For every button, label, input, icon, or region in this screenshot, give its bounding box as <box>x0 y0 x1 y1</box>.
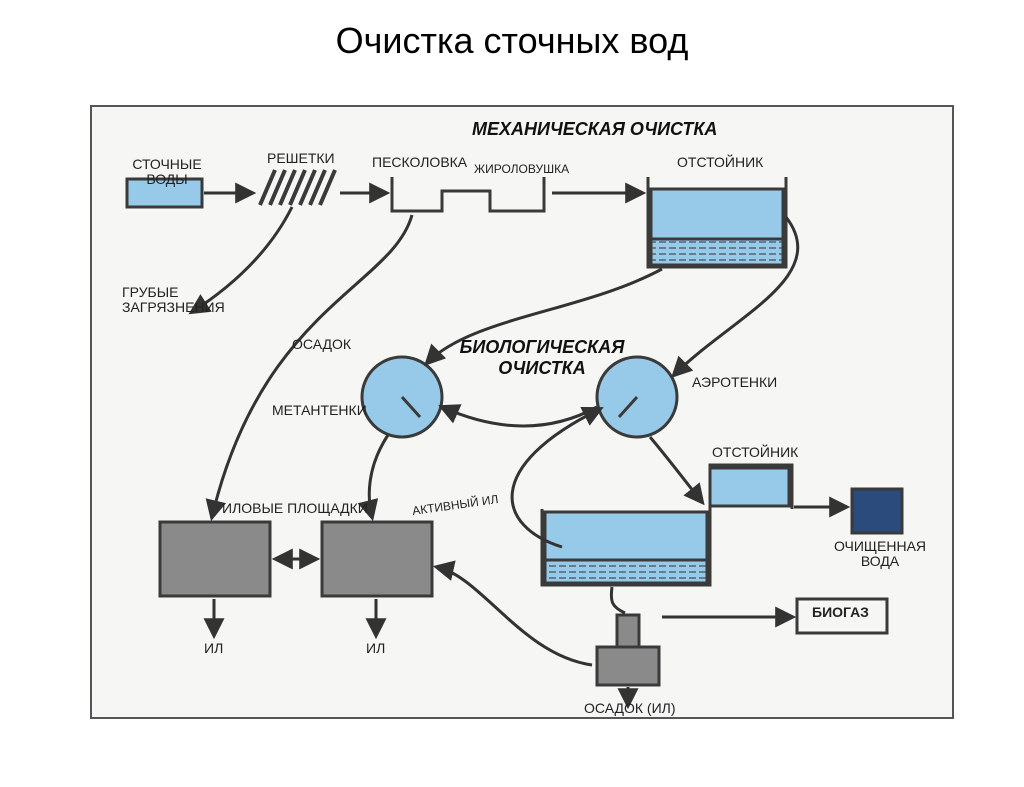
label-sedimentation2: ОТСТОЙНИК <box>712 445 798 460</box>
section-mechanical: МЕХАНИЧЕСКАЯ ОЧИСТКА <box>472 119 717 140</box>
label-sediment: ОСАДОК <box>292 337 351 352</box>
label-wastewater: СТОЧНЫЕ ВОДЫ <box>112 157 222 188</box>
label-sedimentation1: ОТСТОЙНИК <box>677 155 763 170</box>
page-title: Очистка сточных вод <box>0 20 1024 62</box>
diagram-svg <box>92 107 952 717</box>
section-biological: БИОЛОГИЧЕСКАЯ ОЧИСТКА <box>442 337 642 379</box>
label-biogas: БИОГАЗ <box>812 605 869 620</box>
label-greasetrap: ЖИРОЛОВУШКА <box>474 163 569 176</box>
label-digesters: МЕТАНТЕНКИ <box>272 403 367 418</box>
flow-diagram: МЕХАНИЧЕСКАЯ ОЧИСТКА БИОЛОГИЧЕСКАЯ ОЧИСТ… <box>90 105 954 719</box>
label-aerotanks: АЭРОТЕНКИ <box>692 375 777 390</box>
label-sludge-2: ИЛ <box>366 641 385 656</box>
label-screens: РЕШЕТКИ <box>267 151 335 166</box>
label-sandtrap: ПЕСКОЛОВКА <box>372 155 467 170</box>
label-bottomsludge: ОСАДОК (ИЛ) <box>584 701 676 716</box>
label-sludgebeds: ИЛОВЫЕ ПЛОЩАДКИ <box>222 501 368 516</box>
label-sludge-1: ИЛ <box>204 641 223 656</box>
label-cleanwater: ОЧИЩЕННАЯ ВОДА <box>830 539 930 570</box>
label-coarse: ГРУБЫЕ ЗАГРЯЗНЕНИЯ <box>122 285 242 316</box>
